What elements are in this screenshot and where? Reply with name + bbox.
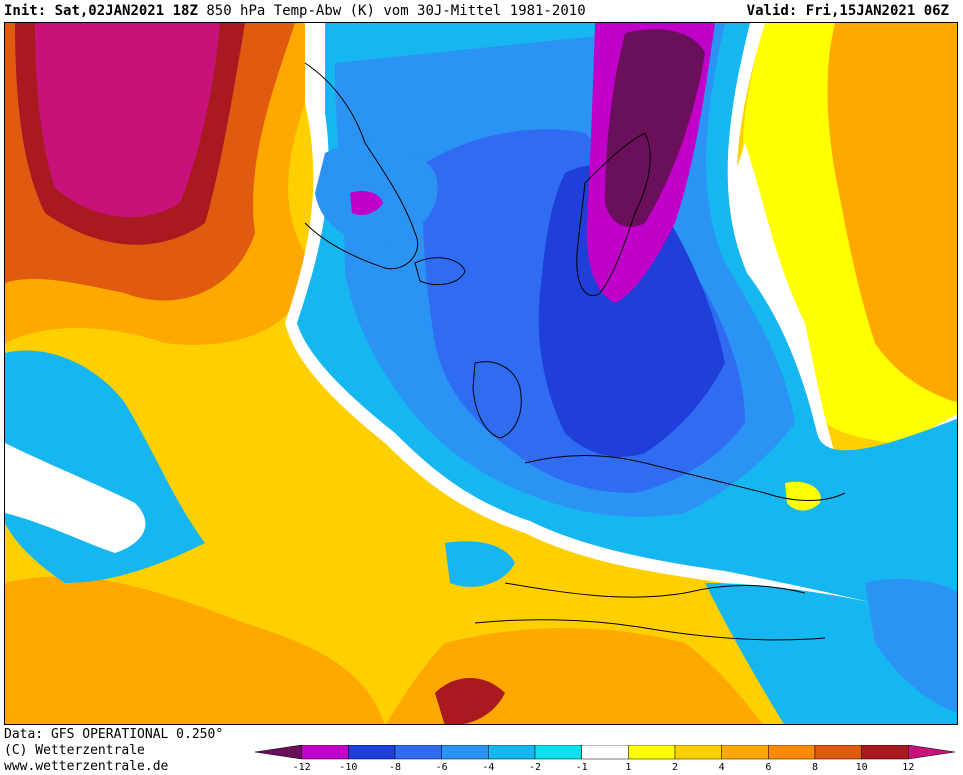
legend-color-swatch — [721, 745, 769, 760]
chart-header: Init: Sat,02JAN2021 18Z 850 hPa Temp-Abw… — [0, 0, 963, 22]
init-hour: 18Z — [172, 3, 198, 19]
valid-label: Valid: — [746, 3, 798, 19]
scandinavia-coastline — [576, 132, 651, 296]
legend-color-swatch — [534, 745, 582, 760]
chart-title: 850 hPa Temp-Abw (K) vom 30J-Mittel 1981… — [206, 3, 586, 19]
africa-coastline — [474, 619, 826, 641]
legend-color-swatch — [674, 745, 722, 760]
neutral-patch-west — [5, 443, 146, 553]
neutral-band-east — [735, 143, 835, 453]
legend-tick-label: -8 — [389, 762, 401, 771]
legend-tick-label: -6 — [436, 762, 448, 771]
init-label: Init: — [4, 3, 47, 19]
legend-color-swatch — [814, 745, 862, 760]
greenland-very-warm — [35, 23, 220, 218]
legend-color-swatch — [441, 745, 489, 760]
valid-date: Fri,15JAN2021 — [805, 3, 916, 19]
init-info: Init: Sat,02JAN2021 18Z 850 hPa Temp-Abw… — [4, 0, 586, 22]
legend-tick-label: 8 — [812, 762, 818, 771]
temperature-anomaly-map — [4, 22, 958, 725]
legend-tick-label: 2 — [672, 762, 678, 771]
scandinavia-extreme-core — [605, 29, 705, 227]
credits: Data: GFS OPERATIONAL 0.250° (C) Wetterz… — [4, 727, 223, 775]
copyright-text: (C) Wetterzentrale — [4, 743, 145, 758]
legend-color-swatch — [581, 745, 629, 760]
legend-color-swatch — [348, 745, 396, 760]
valid-hour: 06Z — [923, 3, 949, 19]
legend-color-swatch — [768, 745, 816, 760]
coastlines — [304, 62, 846, 641]
iceland-coastline — [414, 257, 466, 286]
legend-tick-label: 4 — [719, 762, 725, 771]
legend-color-swatch — [908, 745, 956, 760]
valid-info: Valid: Fri,15JAN2021 06Z — [747, 0, 949, 22]
british-isles-coastline — [472, 361, 522, 439]
warm-zone-russia-orange — [827, 23, 957, 403]
warm-zone-orange-south — [5, 576, 385, 724]
init-date: Sat,02JAN2021 — [54, 3, 165, 19]
legend-tick-label: 6 — [765, 762, 771, 771]
greenland-coastline — [304, 62, 419, 270]
legend-color-swatch — [628, 745, 676, 760]
legend-tick-label: -12 — [293, 762, 311, 771]
legend-tick-label: -1 — [576, 762, 588, 771]
legend-color-swatch — [861, 745, 909, 760]
legend-color-swatch — [301, 745, 349, 760]
legend-tick-label: 1 — [625, 762, 631, 771]
aegean-warm-blob — [785, 481, 821, 511]
website-text: www.wetterzentrale.de — [4, 759, 169, 774]
mediterranean-coastline — [504, 582, 806, 598]
legend-color-swatch — [255, 745, 302, 760]
map-canvas — [5, 23, 957, 724]
legend-tick-label: 10 — [856, 762, 868, 771]
africa-dark-warm — [435, 678, 505, 724]
legend-tick-label: 12 — [902, 762, 914, 771]
data-source-text: Data: GFS OPERATIONAL 0.250° — [4, 727, 224, 742]
europe-coastline — [524, 455, 846, 501]
color-legend: -12 -10 -8 -6 -4 -2 -1 1 2 4 6 8 10 12 — [255, 745, 956, 771]
legend-tick-label: -4 — [482, 762, 494, 771]
very-cold-core — [538, 165, 725, 457]
iberia-cold-patch — [445, 541, 515, 587]
legend-color-swatch — [488, 745, 536, 760]
chart-footer: Data: GFS OPERATIONAL 0.250° (C) Wetterz… — [0, 725, 963, 774]
legend-tick-label: -10 — [339, 762, 357, 771]
greenland-cold-patch — [315, 142, 438, 243]
middle-east-cold-core — [865, 578, 957, 713]
legend-tick-label: -2 — [529, 762, 541, 771]
greenland-magenta-patch — [350, 191, 383, 215]
legend-color-swatch — [394, 745, 442, 760]
